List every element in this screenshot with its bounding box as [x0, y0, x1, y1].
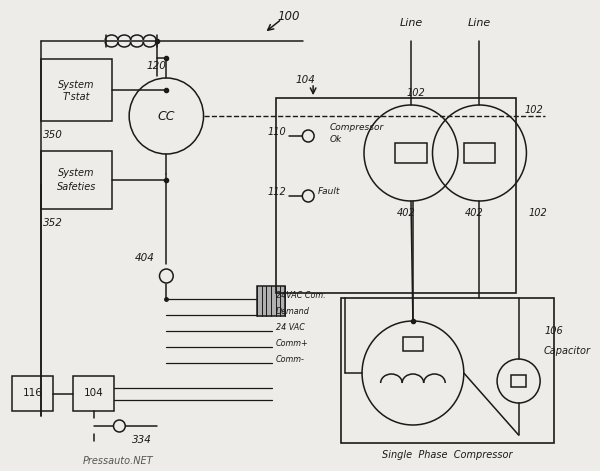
Bar: [257, 286, 285, 316]
Text: Line: Line: [400, 18, 422, 28]
Bar: [12, 376, 53, 411]
Text: 334: 334: [132, 435, 152, 445]
Text: 116: 116: [22, 389, 42, 398]
Text: 24 VAC: 24 VAC: [276, 323, 305, 332]
Bar: [41, 59, 112, 121]
Text: Pressauto.NET: Pressauto.NET: [83, 456, 154, 466]
Bar: [341, 298, 554, 443]
Text: 404: 404: [135, 253, 155, 263]
Text: Capacitor: Capacitor: [544, 346, 591, 356]
Text: T'stat: T'stat: [62, 92, 90, 102]
Text: Fault: Fault: [318, 187, 340, 196]
Text: 112: 112: [268, 187, 287, 197]
Circle shape: [160, 269, 173, 283]
Text: Comm+: Comm+: [276, 339, 308, 348]
Text: 402: 402: [397, 208, 415, 218]
Text: 104: 104: [295, 75, 315, 85]
Circle shape: [113, 420, 125, 432]
Bar: [276, 98, 515, 293]
Text: 100: 100: [277, 9, 300, 23]
Circle shape: [302, 130, 314, 142]
Bar: [464, 143, 495, 163]
Text: Ok: Ok: [330, 136, 342, 145]
Bar: [41, 151, 112, 209]
Text: 24VAC Com.: 24VAC Com.: [276, 291, 326, 300]
Bar: [511, 375, 526, 387]
Text: 402: 402: [465, 208, 484, 218]
Text: 104: 104: [84, 389, 104, 398]
Circle shape: [302, 190, 314, 202]
Text: 102: 102: [524, 105, 543, 115]
Text: 102: 102: [529, 208, 547, 218]
Text: Demand: Demand: [276, 307, 310, 316]
Text: System: System: [58, 80, 95, 90]
Text: 350: 350: [43, 130, 63, 140]
Bar: [403, 337, 423, 351]
Text: Line: Line: [468, 18, 491, 28]
Text: 110: 110: [268, 127, 287, 137]
Text: 102: 102: [406, 88, 425, 98]
Text: Single  Phase  Compressor: Single Phase Compressor: [382, 450, 512, 460]
Text: System: System: [58, 168, 95, 178]
Text: 120: 120: [146, 61, 166, 71]
Text: 106: 106: [544, 326, 563, 336]
Text: Comm-: Comm-: [276, 355, 305, 364]
Text: CC: CC: [158, 109, 175, 122]
Text: Compressor: Compressor: [330, 123, 384, 132]
Bar: [395, 143, 427, 163]
Text: Safeties: Safeties: [56, 182, 96, 192]
Text: 352: 352: [43, 218, 63, 228]
Bar: [73, 376, 115, 411]
